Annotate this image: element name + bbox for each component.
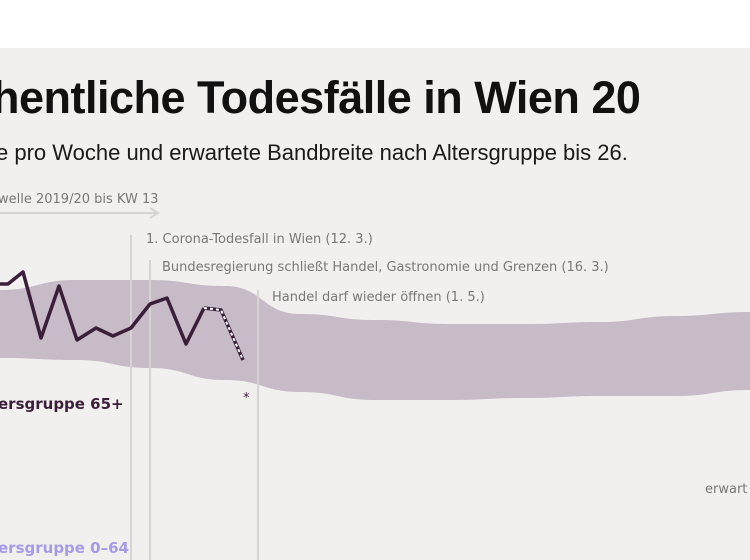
- chart-title: hentliche Todesfälle in Wien 20: [0, 72, 641, 123]
- expected-label: erwart: [705, 482, 747, 497]
- series-65plus-provisional-line: [203, 306, 245, 361]
- top-bar: [0, 0, 750, 48]
- series-65plus-line: [0, 270, 206, 346]
- series-064-label: ersgruppe 0–64: [0, 539, 129, 557]
- provisional-asterisk: *: [243, 391, 250, 406]
- flu-wave-label: welle 2019/20 bis KW 13: [0, 192, 158, 207]
- series-65plus-label: ersgruppe 65+: [0, 395, 124, 413]
- first-death-label: 1. Corona-Todesfall in Wien (12. 3.): [146, 232, 373, 247]
- chart-subtitle: e pro Woche und erwartete Bandbreite nac…: [0, 140, 628, 165]
- expected-band: [0, 280, 750, 400]
- arrowhead-icon: [149, 207, 160, 219]
- reopen-label: Handel darf wieder öffnen (1. 5.): [272, 290, 485, 305]
- lockdown-label: Bundesregierung schließt Handel, Gastron…: [162, 260, 609, 275]
